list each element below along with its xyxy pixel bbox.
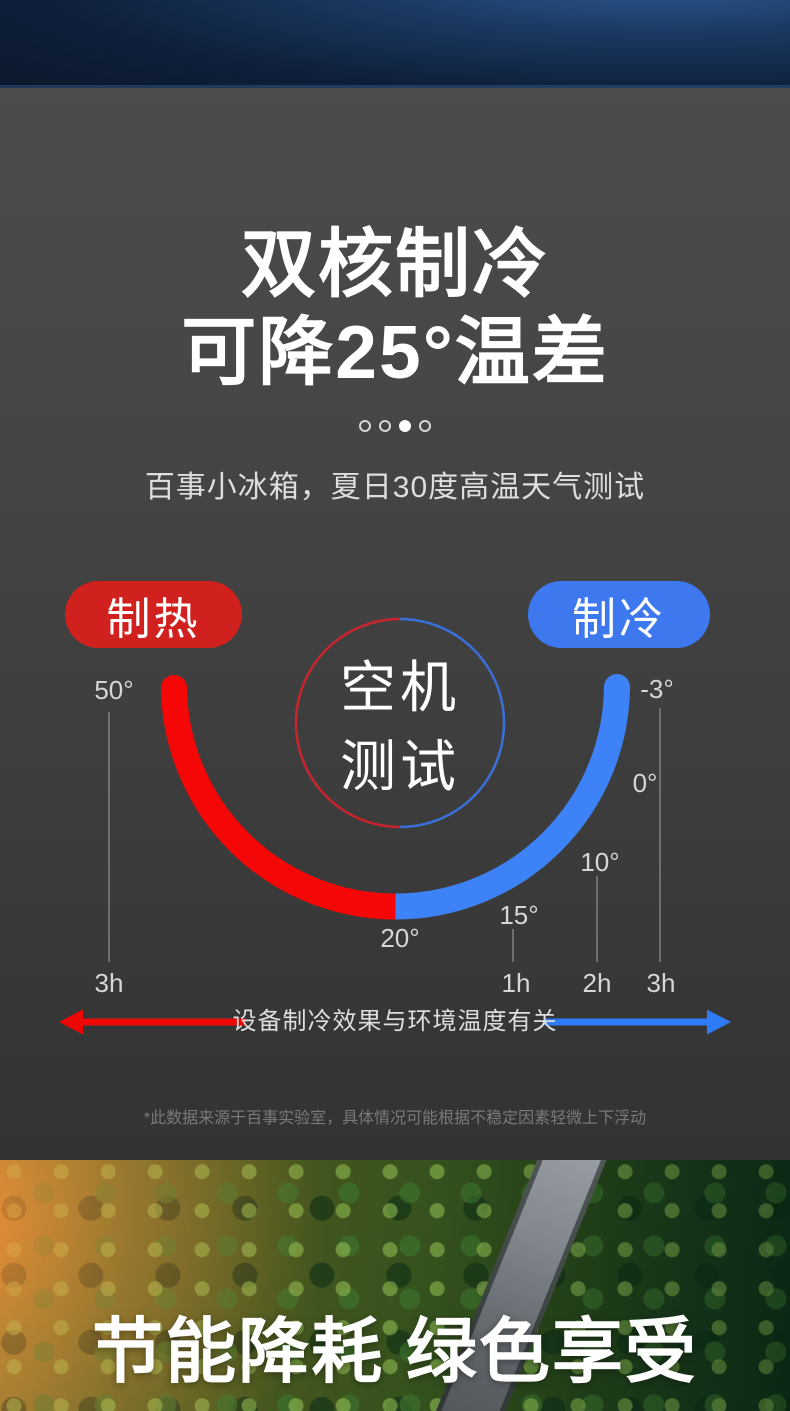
page-title-line2: 可降25°温差 [181,310,609,394]
pagination-dot[interactable] [419,420,431,432]
center-test-label-line1: 空机 [340,656,460,719]
time-label-left-3h: 3h [94,968,124,998]
temp-label-minus3: -3° [640,674,674,704]
time-label-1h: 1h [501,968,531,998]
hero-image-band [0,0,790,88]
carousel-pagination [0,420,790,432]
gauge-caption: 设备制冷效果与环境温度有关 [232,1008,558,1035]
temp-label-10: 10° [580,847,620,877]
footer-slogan: 节能降耗 绿色享受 [92,1313,698,1392]
pagination-dot-active[interactable] [399,420,411,432]
forest-photo [0,1160,790,1411]
temp-label-0: 0° [632,768,658,798]
page-subtitle: 百事小冰箱，夏日30度高温天气测试 [144,471,646,504]
temp-label-15: 15° [499,900,539,930]
time-label-2h: 2h [582,968,612,998]
disclaimer-text: *此数据来源于百事实验室，具体情况可能根据不稳定因素轻微上下浮动 [143,1110,647,1127]
heat-badge: 制热 [65,581,242,648]
center-test-label-line2: 测试 [340,735,460,798]
center-test-label: 空机 测试 [300,648,500,806]
cool-arc-cap [604,674,630,700]
cool-badge: 制冷 [528,581,710,648]
temp-label-50: 50° [94,675,134,705]
temp-label-20: 20° [380,923,420,953]
page-title-line1: 双核制冷 [240,222,549,306]
time-label-right-3h: 3h [646,968,676,998]
heat-arc-cap [161,675,187,701]
pagination-dot[interactable] [379,420,391,432]
pagination-dot[interactable] [359,420,371,432]
